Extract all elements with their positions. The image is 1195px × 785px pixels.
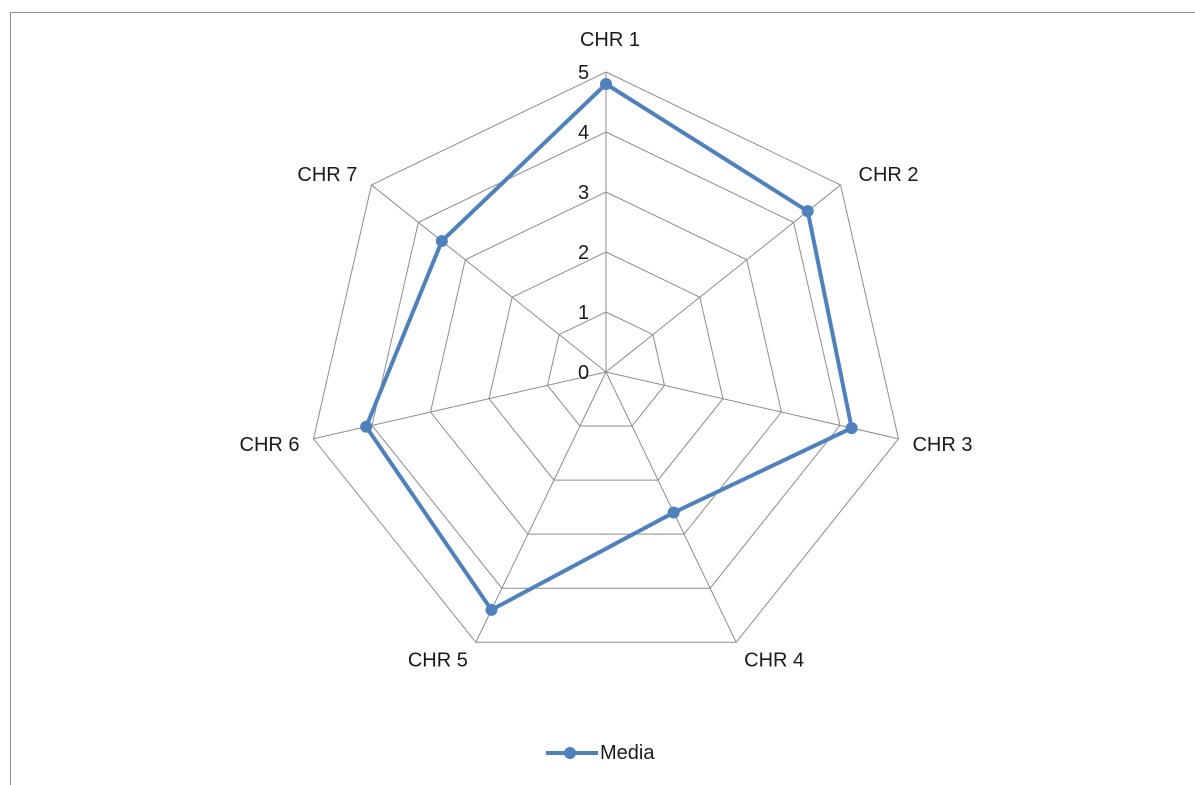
grid-ring [371,131,841,589]
category-label: CHR 4 [744,649,804,671]
chart-area [10,12,1195,785]
grid-spoke [605,184,841,373]
radial-tick-label: 2 [578,242,589,264]
grid-ring [312,71,900,643]
grid-spoke [605,371,737,643]
category-label: CHR 2 [859,164,919,186]
radial-tick-label: 4 [578,122,589,144]
grid-spoke [475,371,607,643]
radial-tick-label: 0 [578,362,589,384]
radial-tick-label: 3 [578,182,589,204]
category-label: CHR 6 [240,434,300,456]
series-layer [360,78,858,616]
radial-tick-label: 1 [578,302,589,324]
legend-label-media: Media [600,741,655,764]
grid-spoke [371,184,607,373]
data-point [845,422,858,435]
legend: Media [544,740,654,766]
category-labels: CHR 1 CHR 2 CHR 3 CHR 4 CHR 5 CHR 6 CHR 7 [240,29,973,671]
radar-grid [312,71,900,643]
data-point [600,78,612,90]
data-point [485,603,498,616]
data-point [435,235,448,248]
grid-ring [488,251,724,481]
category-label: CHR 7 [297,164,357,186]
grid-spoke [313,371,607,440]
grid-ring [429,191,783,535]
radial-tick-label: 5 [578,62,589,84]
series-line-media [364,82,854,612]
data-point [360,420,373,433]
category-label: CHR 3 [912,434,972,456]
radial-axis-ticks: 0 1 2 3 4 5 [578,62,589,384]
data-point [667,506,680,519]
data-point [801,205,814,218]
category-label: CHR 5 [408,649,468,671]
category-label: CHR 1 [580,29,640,51]
grid-ring [546,311,666,427]
legend-series-marker [544,743,598,763]
